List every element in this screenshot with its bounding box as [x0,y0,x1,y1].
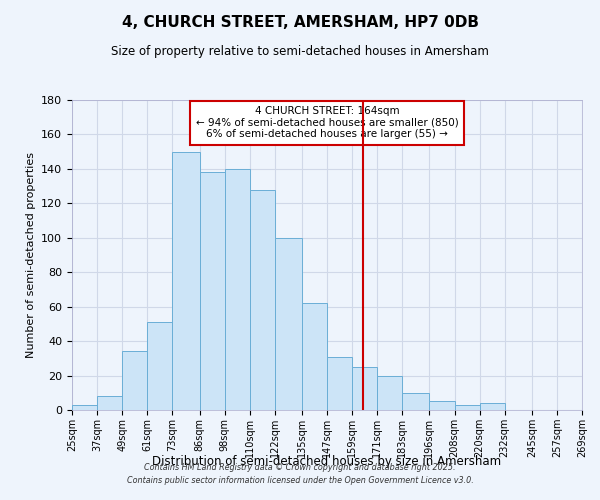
Text: Size of property relative to semi-detached houses in Amersham: Size of property relative to semi-detach… [111,45,489,58]
Bar [402,393,430,410]
Bar [302,303,327,410]
Bar [479,403,505,410]
Bar [430,402,455,410]
Bar [97,396,122,410]
Bar [455,405,479,410]
Bar [250,190,275,410]
Bar [377,376,402,410]
Text: 4, CHURCH STREET, AMERSHAM, HP7 0DB: 4, CHURCH STREET, AMERSHAM, HP7 0DB [121,15,479,30]
Bar [199,172,224,410]
Bar [172,152,200,410]
Bar [122,352,147,410]
Bar [72,405,97,410]
Bar [147,322,172,410]
Text: Distribution of semi-detached houses by size in Amersham: Distribution of semi-detached houses by … [152,455,502,468]
Text: 4 CHURCH STREET: 164sqm
← 94% of semi-detached houses are smaller (850)
6% of se: 4 CHURCH STREET: 164sqm ← 94% of semi-de… [196,106,458,140]
Text: Contains HM Land Registry data © Crown copyright and database right 2025.
Contai: Contains HM Land Registry data © Crown c… [127,464,473,485]
Bar [352,367,377,410]
Y-axis label: Number of semi-detached properties: Number of semi-detached properties [26,152,35,358]
Bar [275,238,302,410]
Bar [224,169,250,410]
Bar [327,356,352,410]
